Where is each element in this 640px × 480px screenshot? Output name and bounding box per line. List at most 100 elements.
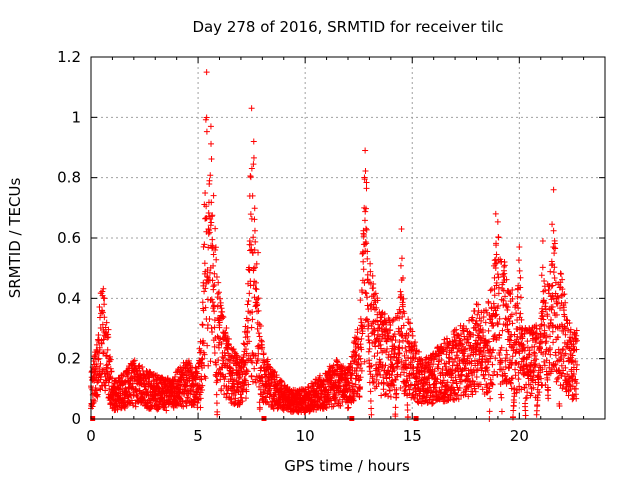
data-point: [204, 266, 211, 273]
data-point: [396, 338, 403, 345]
data-point: [364, 255, 371, 262]
data-point: [244, 328, 251, 335]
data-point: [248, 165, 255, 172]
data-point: [231, 349, 238, 356]
data-point: [218, 340, 225, 347]
data-point: [213, 256, 220, 263]
x-tick-label: 5: [193, 427, 203, 445]
data-point: [176, 395, 183, 402]
data-point: [554, 376, 561, 383]
data-point: [367, 268, 374, 275]
data-point: [200, 340, 207, 347]
data-point: [132, 385, 139, 392]
data-point: [210, 251, 217, 258]
data-point: [208, 219, 215, 226]
data-point: [203, 203, 210, 210]
data-point: [387, 393, 394, 400]
data-point: [550, 339, 557, 346]
data-point: [374, 317, 381, 324]
data-point: [260, 350, 267, 357]
data-point: [413, 373, 420, 380]
data-point: [139, 364, 146, 371]
data-point: [397, 384, 404, 391]
data-point: [373, 304, 380, 311]
data-point: [100, 285, 107, 292]
data-point: [391, 331, 398, 338]
data-point: [375, 380, 382, 387]
data-point: [374, 297, 381, 304]
data-point: [216, 324, 223, 331]
data-point: [222, 332, 229, 339]
data-point: [472, 388, 479, 395]
data-point: [98, 340, 105, 347]
data-point: [101, 314, 108, 321]
data-point: [522, 412, 529, 419]
data-point: [355, 377, 362, 384]
data-point: [248, 372, 255, 379]
data-point: [333, 358, 340, 365]
data-point: [382, 362, 389, 369]
data-point: [115, 386, 122, 393]
data-point: [230, 346, 237, 353]
data-point: [358, 346, 365, 353]
data-point: [136, 362, 143, 369]
data-point: [198, 376, 205, 383]
data-point: [383, 338, 390, 345]
data-point: [432, 384, 439, 391]
data-point: [93, 392, 100, 399]
data-point: [221, 391, 228, 398]
data-point: [545, 387, 552, 394]
data-point: [371, 327, 378, 334]
data-point: [223, 325, 230, 332]
data-point: [245, 297, 252, 304]
data-point: [516, 244, 523, 251]
data-point: [96, 303, 103, 310]
data-point: [206, 229, 213, 236]
data-point: [365, 318, 372, 325]
data-point: [391, 367, 398, 374]
data-point: [344, 405, 351, 412]
data-point: [252, 285, 259, 292]
data-point: [367, 302, 374, 309]
data-point: [550, 227, 557, 234]
data-point: [355, 361, 362, 368]
data-point: [343, 372, 350, 379]
data-point: [434, 376, 441, 383]
data-point: [550, 186, 557, 193]
data-point: [363, 185, 370, 192]
data-point: [197, 404, 204, 411]
data-point: [217, 295, 224, 302]
data-point: [415, 369, 422, 376]
data-point: [132, 403, 139, 410]
data-point: [365, 348, 372, 355]
data-point: [131, 357, 138, 364]
data-point: [549, 282, 556, 289]
data-point: [208, 199, 215, 206]
data-point: [250, 161, 257, 168]
data-point: [545, 395, 552, 402]
data-point: [248, 324, 255, 331]
data-point: [243, 367, 250, 374]
data-point: [370, 285, 377, 292]
data-point: [252, 238, 259, 245]
data-point: [363, 290, 370, 297]
data-point: [198, 356, 205, 363]
data-point: [217, 299, 224, 306]
data-point: [203, 280, 210, 287]
data-point: [381, 310, 388, 317]
data-point: [475, 301, 482, 308]
data-point: [376, 356, 383, 363]
data-point: [409, 332, 416, 339]
data-point: [96, 371, 103, 378]
data-point: [251, 365, 258, 372]
data-point: [261, 389, 268, 396]
data-point: [253, 260, 260, 267]
data-point: [369, 373, 376, 380]
data-point: [208, 156, 215, 163]
data-point: [146, 379, 153, 386]
data-point: [487, 287, 494, 294]
data-point: [255, 342, 262, 349]
data-point: [251, 205, 258, 212]
data-point: [218, 385, 225, 392]
data-point: [241, 382, 248, 389]
